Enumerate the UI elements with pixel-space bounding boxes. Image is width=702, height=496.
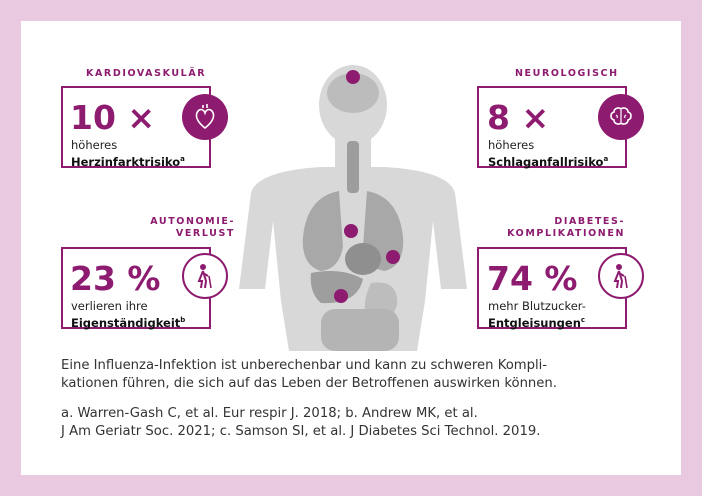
description-text: Eine Influenza-Infektion ist unberechenb… (61, 357, 557, 393)
description-line1: Eine Influenza-Infektion ist unberechenb… (61, 358, 548, 373)
heart-icon-circle (182, 94, 228, 140)
stat-value-cardiovascular: 10 × (70, 98, 156, 137)
infographic-card: KARDIOVASKULÄR 10 × höheres Herzinfarktr… (21, 21, 681, 475)
category-diabetes: DIABETES- KOMPLIKATIONEN (497, 216, 625, 240)
category-cardiovascular: KARDIOVASKULÄR (86, 68, 207, 79)
stat-label-diabetes: Entgleisungen (488, 315, 581, 330)
stat-label-autonomy: Eigenständigkeit (71, 315, 181, 330)
stat-line1-diabetes: mehr Blutzucker- (488, 299, 586, 313)
category-autonomy-loss: AUTONOMIE- VERLUST (115, 216, 235, 240)
stat-value-neurological: 8 × (487, 98, 550, 137)
stat-value-diabetes: 74 % (487, 259, 578, 298)
stat-line2-diabetes: Entgleisungenc (488, 313, 585, 331)
category-autonomy-line1: AUTONOMIE- (150, 216, 235, 227)
footnote-marker-b: b (180, 316, 186, 324)
references-line1: a. Warren-Gash C, et al. Eur respir J. 2… (61, 406, 478, 421)
category-diabetes-line1: DIABETES- (554, 216, 625, 227)
stat-line2-cardiovascular: Herzinfarktrisikoa (71, 152, 185, 170)
elderly-person-icon-circle-2 (598, 253, 644, 299)
elderly-person-icon-circle (182, 253, 228, 299)
footnote-marker-a2: a (603, 155, 609, 163)
description-line2: kationen führen, die sich auf das Leben … (61, 376, 557, 391)
stat-line1-cardiovascular: höheres (71, 138, 118, 152)
category-diabetes-line2: KOMPLIKATIONEN (507, 228, 625, 239)
stat-line2-autonomy: Eigenständigkeitb (71, 313, 185, 331)
stat-label-neurological: Schlaganfallrisiko (488, 154, 604, 169)
references: a. Warren-Gash C, et al. Eur respir J. 2… (61, 405, 540, 441)
stat-line2-neurological: Schlaganfallrisikoa (488, 152, 608, 170)
category-neurological: NEUROLOGISCH (515, 68, 619, 79)
brain-icon-circle (598, 94, 644, 140)
human-body-illustration (239, 65, 467, 351)
category-autonomy-line2: VERLUST (175, 228, 235, 239)
heart-icon (195, 104, 215, 130)
elderly-person-icon (197, 264, 212, 289)
stat-value-autonomy: 23 % (70, 259, 161, 298)
stat-label-cardiovascular: Herzinfarktrisiko (71, 154, 181, 169)
brain-icon (610, 107, 632, 125)
footnote-marker-c: c (580, 316, 586, 324)
stat-line1-autonomy: verlieren ihre (71, 299, 148, 313)
stat-line1-neurological: höheres (488, 138, 535, 152)
elderly-person-icon-2 (613, 264, 628, 289)
references-line2: J Am Geriatr Soc. 2021; c. Samson SI, et… (61, 424, 541, 439)
footnote-marker-a: a (180, 155, 185, 163)
